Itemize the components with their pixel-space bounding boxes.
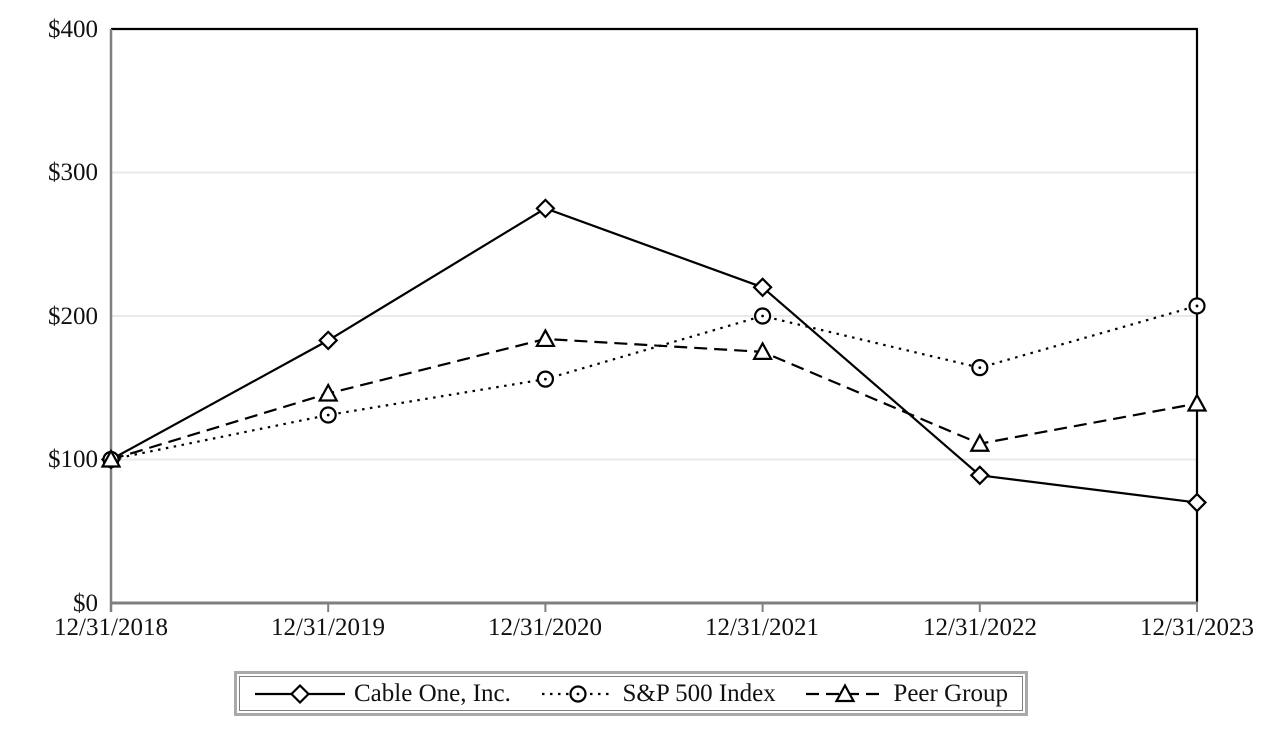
legend-label: Peer Group [893, 680, 1008, 707]
x-axis-label: 12/31/2020 [488, 614, 602, 641]
x-axis-label: 12/31/2023 [1140, 614, 1254, 641]
y-axis-label: $400 [48, 16, 98, 43]
y-axis-label: $200 [48, 303, 98, 330]
x-axis-label: 12/31/2022 [923, 614, 1037, 641]
legend: Cable One, Inc. S&P 500 Index Peer Group [234, 671, 1028, 716]
circle-marker-icon [541, 684, 614, 703]
y-axis-label: $0 [73, 590, 98, 617]
diamond-marker-icon [255, 683, 345, 704]
x-axis-label: 12/31/2021 [705, 614, 819, 641]
legend-item-sp500: S&P 500 Index [541, 681, 776, 706]
legend-label: Cable One, Inc. [354, 680, 511, 707]
legend-item-peer-group: Peer Group [805, 681, 1008, 706]
triangle-marker-icon [806, 682, 885, 702]
x-axis-label: 12/31/2019 [271, 614, 385, 641]
y-axis-label: $100 [48, 446, 98, 473]
legend-label: S&P 500 Index [622, 680, 776, 707]
x-axis-label: 12/31/2018 [54, 614, 168, 641]
y-axis-label: $300 [48, 159, 98, 186]
legend-item-cable-one: Cable One, Inc. [254, 681, 511, 706]
